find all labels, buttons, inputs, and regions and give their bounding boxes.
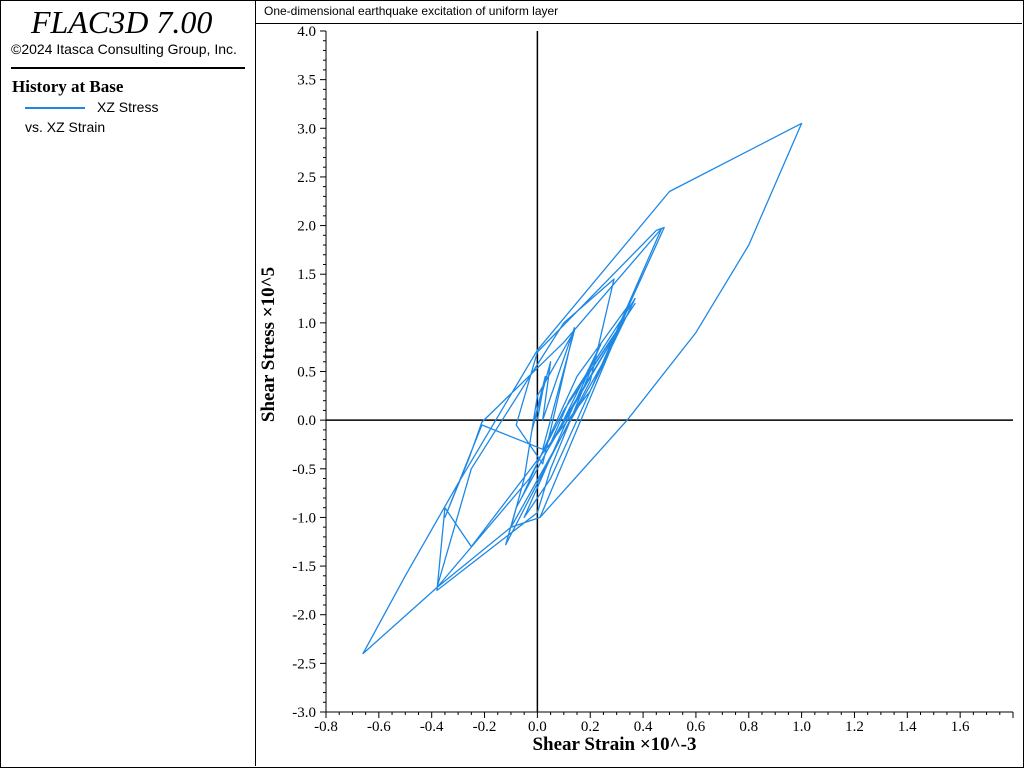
y-tick-label: 0.5: [297, 365, 316, 381]
y-tick-label: 2.5: [297, 170, 316, 186]
legend-vs-label: vs. XZ Strain: [25, 119, 106, 135]
y-tick-label: -3.0: [292, 705, 316, 721]
x-tick-label: 0.8: [739, 719, 758, 735]
y-tick-label: 1.0: [297, 316, 316, 332]
y-tick-label: -2.0: [292, 608, 316, 624]
legend-line-swatch: [25, 107, 85, 109]
chart-plot: -3.0 -2.5 -2.0 -1.5 -1.0 -0.5 0.0 0.5 1.0 1.5 2.0 2…: [258, 24, 1014, 755]
legend-heading: History at Base: [12, 77, 124, 96]
x-axis-title: Shear Strain ×10^-3: [532, 734, 696, 755]
y-tick-label: 3.0: [297, 121, 316, 137]
legend-series-label: XZ Stress: [97, 99, 159, 115]
y-tick-label: 0.0: [297, 413, 316, 429]
x-tick-label: 0.4: [634, 719, 653, 735]
x-tick-label: 1.2: [845, 719, 864, 735]
y-tick-label: -0.5: [292, 462, 316, 478]
x-tick-label: -0.8: [314, 719, 338, 735]
x-tick-label: 0.6: [687, 719, 706, 735]
x-tick-label: -0.4: [420, 719, 444, 735]
series-line-xz-stress: [362, 122, 803, 655]
x-tick-label: 1.0: [792, 719, 811, 735]
x-tick-label: -0.6: [367, 719, 391, 735]
x-tick-label: 1.6: [951, 719, 970, 735]
y-tick-label: -2.5: [292, 656, 316, 672]
x-tick-label: -0.2: [473, 719, 497, 735]
legend-divider: [11, 67, 245, 69]
y-tick-label: 1.5: [297, 267, 316, 283]
x-tick-label: 0.0: [528, 719, 547, 735]
y-tick-label: 4.0: [297, 24, 316, 40]
y-tick-label: 3.5: [297, 73, 316, 89]
plot-title-bar: One-dimensional earthquake excitation of…: [256, 1, 1022, 24]
y-tick-label: -1.5: [292, 559, 316, 575]
y-tick-label: -1.0: [292, 510, 316, 526]
y-axis-title: Shear Stress ×10^5: [258, 267, 279, 422]
y-tick-label: 2.0: [297, 219, 316, 235]
legend-panel: FLAC3D 7.00 ©2024 Itasca Consulting Grou…: [1, 1, 256, 766]
x-tick-label: 0.2: [581, 719, 600, 735]
app-title: FLAC3D 7.00: [31, 4, 213, 40]
plot-title: One-dimensional earthquake excitation of…: [264, 4, 559, 18]
x-tick-label: 1.4: [898, 719, 917, 735]
copyright-text: ©2024 Itasca Consulting Group, Inc.: [11, 41, 237, 57]
